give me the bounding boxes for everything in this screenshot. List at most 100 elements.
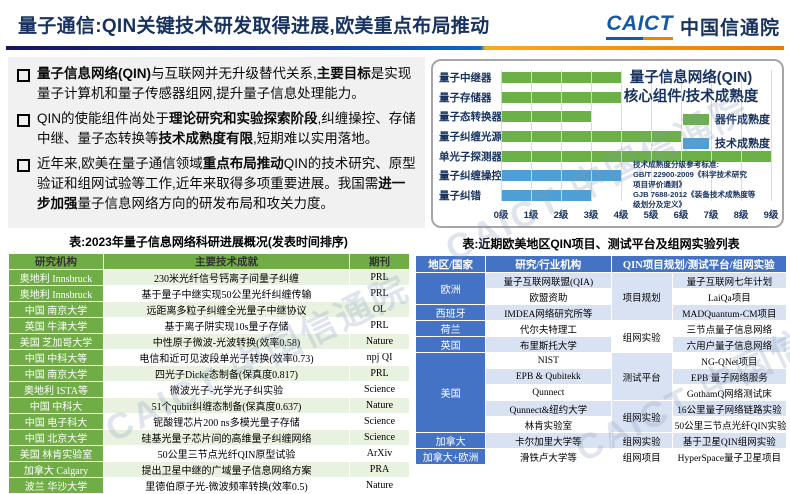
category-cell: 组网实验 [610,400,673,433]
organization-cell: Qunnect [485,384,612,401]
research-progress-table-title: 表:2023年量子信息网络科研进展概况(发表时间排序) [69,235,348,249]
page-title: 量子通信:QIN关键技术研发取得进展,欧美重点布局推动 [18,16,490,37]
x-tick-label: 5级 [643,210,659,221]
bullet-item: 量子信息网络(QIN)与互联网并无升级替代关系,主要目标是实现量子计算机和量子传… [17,64,416,104]
journal-cell: PRL [349,317,410,334]
x-tick-label: 4级 [613,210,629,221]
bar-row: 量子中继器 [439,68,771,88]
bar-track [501,170,771,182]
square-bullet-icon [17,69,30,82]
region-cell: 加拿大 [414,432,487,449]
legend-label: 技术成熟度 [715,138,770,150]
bar-track [501,131,771,143]
table-row: 中国 南京大学 四光子Dicke态制备(保真度0.817) PRL [8,365,410,382]
project-cell: 量子互联网七年计划 [671,272,788,289]
bar-track [501,189,771,201]
bar-row: 量子纠缠操控 [439,166,771,186]
table-row: 波兰 华沙大学 里德伯原子光-微波频率转换(效率0.5) Nature [8,477,410,494]
table-row: 林肯实验室 50公里三节点光纤QIN实验 [416,416,788,433]
bar-track [501,91,771,103]
project-cell: 50公里三节点光纤QIN实验 [671,416,788,433]
header-divider [6,46,784,50]
bar-category-label: 量子中继器 [439,72,492,85]
maturity-bar [501,189,591,201]
table-row: 中国 中科大等 电信和近可见波段单光子转换(效率0.73) npj QI [8,349,410,366]
achievement-cell: 中性原子微波-光波转换(效率0.58) [103,333,350,350]
region-cell: 西班牙 [414,304,487,321]
institution-cell: 奥地利 Innsbruck [8,285,104,302]
maturity-bar [501,131,681,143]
qin-projects-table-title: 表:近期欧美地区QIN项目、测试平台及组网实验列表 [462,237,740,251]
journal-cell: Nature [349,397,410,414]
chart-title-line1: 量子信息网络(QIN) [629,70,753,86]
x-tick-label: 2级 [553,210,569,221]
institution-cell: 加拿大 Calgary [8,461,104,478]
research-progress-section: 表:2023年量子信息网络科研进展概况(发表时间排序) 研究机构 主要技术成就 期刊… [8,233,410,494]
achievement-cell: 51个qubit纠缠态制备(保真度0.637) [103,397,350,414]
achievement-cell: 提出卫星中继的广域量子信息网络方案 [103,461,350,478]
achievement-cell: 里德伯原子光-微波频率转换(效率0.5) [103,477,350,494]
table-row: 中国 北京大学 硅基光量子芯片间的高维量子纠缠网络 Science [8,429,410,446]
journal-cell: ArXiv [349,445,410,462]
bar-category-label: 量子态转换器 [439,111,502,124]
achievement-cell: 电信和近可见波段单光子转换(效率0.73) [103,349,350,366]
project-cell: NG-QNet项目 [671,352,788,369]
institution-cell: 英国 牛津大学 [8,317,104,334]
bar-track [501,72,771,84]
bar-track [501,150,771,162]
note-line: 项目评价通则》 [633,180,687,190]
journal-cell: PRL [349,269,410,286]
maturity-bar [501,72,621,84]
project-cell: EPB 量子网络服务 [671,368,788,385]
institution-cell: 中国 中科大等 [8,349,104,366]
bullet-list: 量子信息网络(QIN)与互联网并无升级替代关系,主要目标是实现量子计算机和量子传… [17,64,416,214]
organization-cell: 布里斯托大学 [485,336,612,353]
bar-category-label: 量子纠缠操控 [439,170,502,183]
maturity-chart-panel: 量子中继器 量子存储器 量子态转换器 量子纠缠光源 单光子探测器 量子纠缠操控 量子纠错 0… [431,59,784,228]
institution-cell: 中国 中科大 [8,397,104,414]
bar-track [501,111,771,123]
institution-cell: 中国 南京大学 [8,301,104,318]
bar-row: 单光子探测器 [439,146,771,166]
column-header: 研究/行业机构 [485,255,612,273]
organization-cell: 代尔夫特理工 [485,320,612,337]
bar-category-label: 单光子探测器 [439,150,502,163]
institution-cell: 美国 芝加哥大学 [8,333,104,350]
x-tick-label: 1级 [523,210,539,221]
column-header: 研究机构 [8,253,104,270]
table-row: 英国 布里斯托大学 六用户量子信息网络 [414,336,788,353]
table-row: EPB & Qubitekk EPB 量子网络服务 [416,368,788,385]
note-line: GJB 7688-2012《装备技术成熟度等 [633,190,756,200]
journal-cell: Science [349,413,410,430]
table-row: 西班牙 IMDEA网络研究所等 MADQuantum-CM项目 [414,304,788,321]
journal-cell: PRL [349,365,410,382]
institution-cell: 中国 电子科大 [8,413,104,430]
table-row: 奥地利 Innsbruck 230米光纤信号钙离子间量子纠缠 PRL [8,269,410,286]
region-cell: 欧洲 [414,272,487,305]
caict-logo-cn-text: 中国信通院 [679,18,780,39]
institution-cell: 中国 北京大学 [8,429,104,446]
chart-x-axis: 0级 1级 2级 3级 4级 5级 6级 7级 8级 9级 [486,207,786,221]
journal-cell: Science [349,429,410,446]
table-row: 美国 芝加哥大学 中性原子微波-光波转换(效率0.58) Nature [8,333,410,350]
region-cell: 英国 [414,336,487,353]
table-row: Qunnect&纽约大学 组网实验 16公里量子网络链路实验 [416,400,788,433]
caict-logo: CAICT 中国信通院 [606,13,780,40]
square-bullet-icon [17,158,30,172]
institution-cell: 奥地利 Innsbruck [8,269,104,286]
journal-cell: PRL [349,285,410,302]
chart-title-line2: 核心组件/技术成熟度 [623,89,759,106]
table-row: 荷兰 代尔夫特理工 组网实验 三节点量子信息网络 [414,320,788,353]
note-line: GB/T 22900-2009《科学技术研究 [633,170,747,180]
category-cell: 项目规划 [610,272,673,321]
organization-cell: IMDEA网络研究所等 [485,304,612,321]
region-cell: 荷兰 [414,320,487,337]
project-cell: GothamQ网络测试床 [671,384,788,401]
legend-item: 器件成熟度 [683,111,770,127]
qin-projects-table: 地区/国家 研究/行业机构 QIN项目规划/测试平台/组网实验 欧洲 量子互联网联盟(… [414,255,788,465]
region-cell: 美国 [414,352,487,433]
column-header: QIN项目规划/测试平台/组网实验 [610,255,787,273]
bar-row: 量子纠缠光源 [439,127,771,147]
institution-cell: 波兰 华沙大学 [8,477,104,494]
bar-category-label: 量子纠错 [439,189,481,202]
